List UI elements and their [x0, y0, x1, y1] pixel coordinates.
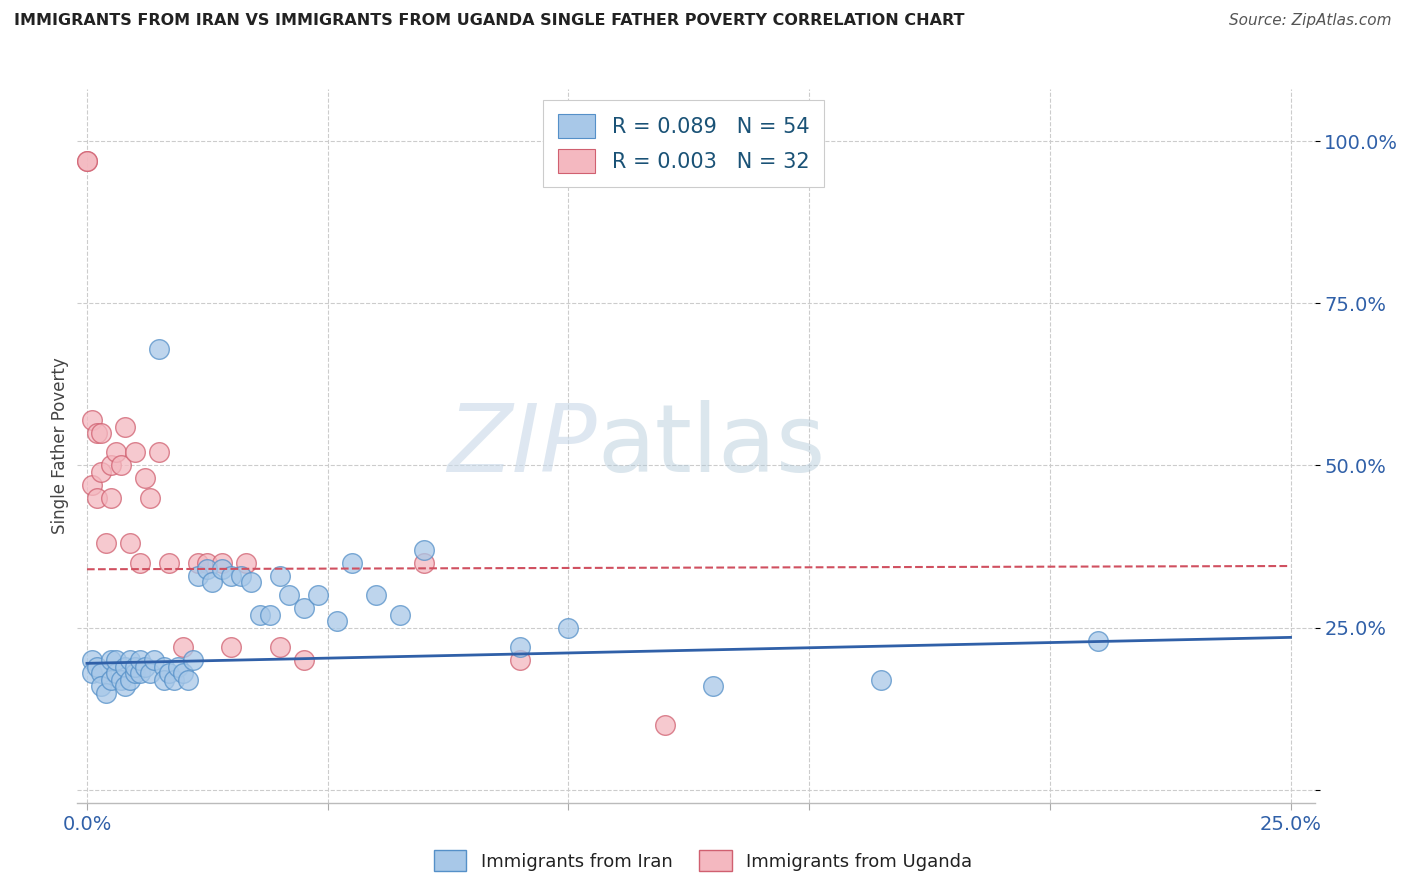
Y-axis label: Single Father Poverty: Single Father Poverty	[51, 358, 69, 534]
Text: atlas: atlas	[598, 400, 825, 492]
Point	[340, 556, 363, 570]
Point	[104, 666, 127, 681]
Point	[413, 556, 436, 570]
Point	[172, 666, 194, 681]
Point	[129, 653, 152, 667]
Point	[153, 659, 176, 673]
Point	[100, 458, 122, 473]
Point	[269, 640, 291, 654]
Point	[388, 607, 411, 622]
Point	[90, 465, 112, 479]
Point	[278, 588, 301, 602]
Point	[307, 588, 329, 602]
Point	[80, 413, 103, 427]
Point	[153, 673, 176, 687]
Point	[90, 666, 112, 681]
Point	[148, 445, 170, 459]
Point	[654, 718, 676, 732]
Point	[195, 556, 218, 570]
Point	[413, 542, 436, 557]
Point	[187, 568, 209, 582]
Point	[557, 621, 579, 635]
Point	[181, 653, 204, 667]
Point	[134, 659, 156, 673]
Point	[134, 471, 156, 485]
Point	[129, 666, 152, 681]
Point	[143, 653, 166, 667]
Point	[509, 653, 531, 667]
Point	[138, 491, 160, 505]
Point	[364, 588, 387, 602]
Point	[1087, 633, 1109, 648]
Point	[235, 556, 257, 570]
Point	[86, 659, 108, 673]
Point	[124, 659, 146, 673]
Point	[702, 679, 724, 693]
Legend: Immigrants from Iran, Immigrants from Uganda: Immigrants from Iran, Immigrants from Ug…	[426, 843, 980, 879]
Point	[269, 568, 291, 582]
Point	[86, 491, 108, 505]
Point	[148, 342, 170, 356]
Text: IMMIGRANTS FROM IRAN VS IMMIGRANTS FROM UGANDA SINGLE FATHER POVERTY CORRELATION: IMMIGRANTS FROM IRAN VS IMMIGRANTS FROM …	[14, 13, 965, 29]
Point	[211, 562, 233, 576]
Point	[114, 419, 136, 434]
Point	[172, 640, 194, 654]
Legend: R = 0.089   N = 54, R = 0.003   N = 32: R = 0.089 N = 54, R = 0.003 N = 32	[543, 100, 824, 187]
Point	[124, 445, 146, 459]
Point	[110, 673, 132, 687]
Point	[114, 679, 136, 693]
Point	[90, 425, 112, 440]
Point	[110, 458, 132, 473]
Point	[80, 653, 103, 667]
Point	[120, 673, 142, 687]
Point	[162, 673, 184, 687]
Point	[157, 666, 180, 681]
Point	[86, 425, 108, 440]
Point	[100, 491, 122, 505]
Point	[114, 659, 136, 673]
Point	[509, 640, 531, 654]
Point	[292, 601, 315, 615]
Point	[221, 640, 243, 654]
Point	[100, 673, 122, 687]
Point	[80, 478, 103, 492]
Point	[120, 536, 142, 550]
Point	[124, 666, 146, 681]
Text: ZIP: ZIP	[447, 401, 598, 491]
Point	[211, 556, 233, 570]
Point	[326, 614, 349, 628]
Point	[76, 153, 98, 168]
Point	[187, 556, 209, 570]
Point	[76, 153, 98, 168]
Point	[96, 685, 118, 699]
Point	[195, 562, 218, 576]
Point	[80, 666, 103, 681]
Point	[104, 445, 127, 459]
Point	[104, 653, 127, 667]
Point	[221, 568, 243, 582]
Point	[177, 673, 200, 687]
Point	[129, 556, 152, 570]
Point	[870, 673, 893, 687]
Text: Source: ZipAtlas.com: Source: ZipAtlas.com	[1229, 13, 1392, 29]
Point	[249, 607, 271, 622]
Point	[292, 653, 315, 667]
Point	[96, 536, 118, 550]
Point	[239, 575, 262, 590]
Point	[259, 607, 281, 622]
Point	[120, 653, 142, 667]
Point	[90, 679, 112, 693]
Point	[229, 568, 252, 582]
Point	[167, 659, 190, 673]
Point	[100, 653, 122, 667]
Point	[201, 575, 224, 590]
Point	[157, 556, 180, 570]
Point	[138, 666, 160, 681]
